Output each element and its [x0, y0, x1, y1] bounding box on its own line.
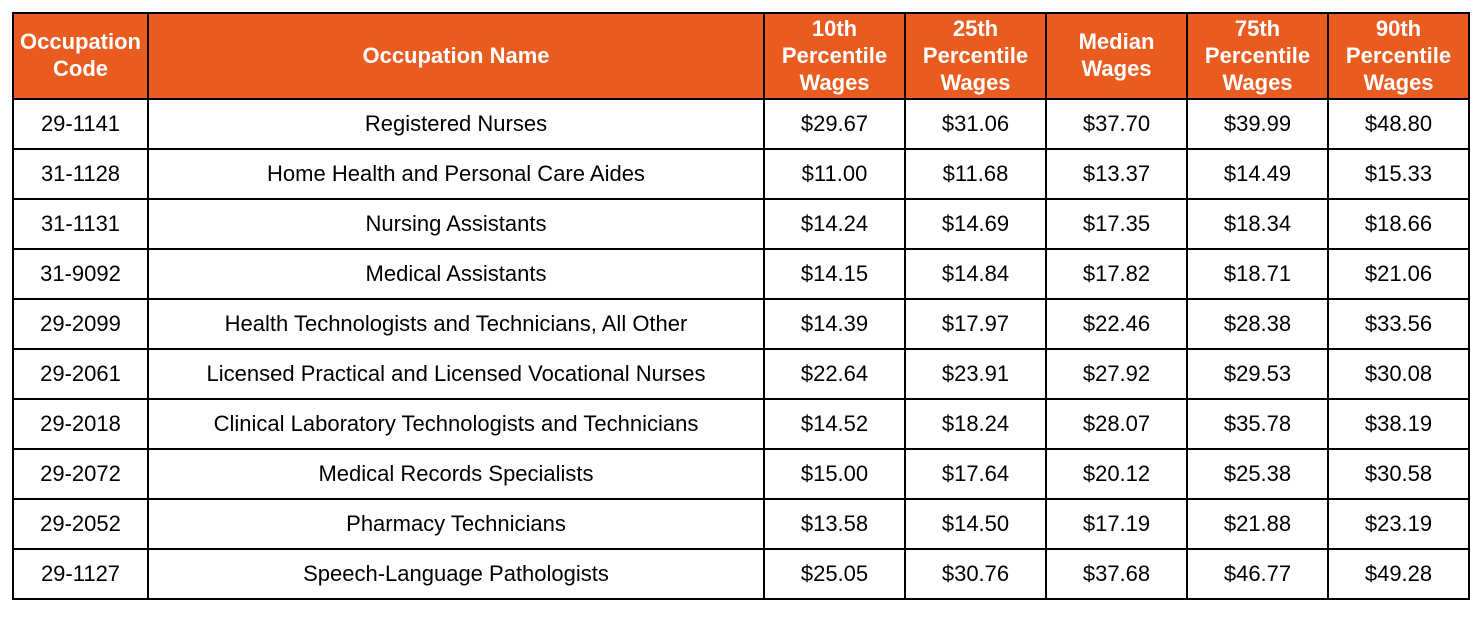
table-header: Occupation Code Occupation Name 10th Per… — [12, 11, 1470, 101]
cell-name: Nursing Assistants — [147, 198, 765, 251]
table-row: 29-2072 Medical Records Specialists $15.00… — [12, 448, 1470, 501]
cell-name: Home Health and Personal Care Aides — [147, 148, 765, 201]
cell-name: Registered Nurses — [147, 98, 765, 151]
cell-median: $17.82 — [1045, 248, 1188, 301]
column-header-median-wages: Median Wages — [1045, 11, 1188, 101]
column-header-75th-percentile: 75th Percentile Wages — [1186, 11, 1329, 101]
cell-median: $28.07 — [1045, 398, 1188, 451]
cell-p10: $14.39 — [763, 298, 906, 351]
cell-p90: $30.08 — [1327, 348, 1470, 401]
cell-code: 31-9092 — [12, 248, 149, 301]
table-row: 31-9092 Medical Assistants $14.15 $14.84 $17… — [12, 248, 1470, 301]
cell-code: 31-1131 — [12, 198, 149, 251]
column-header-occupation-code: Occupation Code — [12, 11, 149, 101]
cell-p90: $33.56 — [1327, 298, 1470, 351]
table-row: 29-2099 Health Technologists and Technici… — [12, 298, 1470, 351]
cell-median: $22.46 — [1045, 298, 1188, 351]
cell-p25: $31.06 — [904, 98, 1047, 151]
cell-p90: $48.80 — [1327, 98, 1470, 151]
cell-p25: $14.69 — [904, 198, 1047, 251]
cell-p75: $46.77 — [1186, 548, 1329, 601]
cell-median: $37.70 — [1045, 98, 1188, 151]
cell-code: 29-2072 — [12, 448, 149, 501]
cell-p90: $30.58 — [1327, 448, 1470, 501]
cell-code: 29-2061 — [12, 348, 149, 401]
cell-p10: $15.00 — [763, 448, 906, 501]
cell-p90: $18.66 — [1327, 198, 1470, 251]
cell-median: $27.92 — [1045, 348, 1188, 401]
cell-p25: $11.68 — [904, 148, 1047, 201]
table-body: 29-1141 Registered Nurses $29.67 $31.06 $37.… — [12, 98, 1470, 601]
column-header-10th-percentile: 10th Percentile Wages — [763, 11, 906, 101]
cell-p90: $21.06 — [1327, 248, 1470, 301]
table-row: 29-2018 Clinical Laboratory Technologists… — [12, 398, 1470, 451]
occupation-wages-table: Occupation Code Occupation Name 10th Per… — [12, 11, 1470, 601]
cell-name: Speech-Language Pathologists — [147, 548, 765, 601]
cell-p90: $49.28 — [1327, 548, 1470, 601]
cell-p25: $14.50 — [904, 498, 1047, 551]
cell-name: Medical Assistants — [147, 248, 765, 301]
column-header-90th-percentile: 90th Percentile Wages — [1327, 11, 1470, 101]
cell-p10: $11.00 — [763, 148, 906, 201]
cell-median: $37.68 — [1045, 548, 1188, 601]
cell-code: 31-1128 — [12, 148, 149, 201]
table-row: 31-1128 Home Health and Personal Care Aid… — [12, 148, 1470, 201]
table-row: 29-2061 Licensed Practical and Licensed V… — [12, 348, 1470, 401]
cell-p10: $14.24 — [763, 198, 906, 251]
header-row: Occupation Code Occupation Name 10th Per… — [12, 11, 1470, 101]
cell-p10: $13.58 — [763, 498, 906, 551]
cell-median: $13.37 — [1045, 148, 1188, 201]
table-row: 31-1131 Nursing Assistants $14.24 $14.69 $17… — [12, 198, 1470, 251]
cell-code: 29-2099 — [12, 298, 149, 351]
cell-p10: $25.05 — [763, 548, 906, 601]
cell-median: $20.12 — [1045, 448, 1188, 501]
cell-p25: $17.64 — [904, 448, 1047, 501]
cell-name: Medical Records Specialists — [147, 448, 765, 501]
cell-p75: $18.34 — [1186, 198, 1329, 251]
cell-code: 29-2018 — [12, 398, 149, 451]
cell-p75: $28.38 — [1186, 298, 1329, 351]
cell-p25: $14.84 — [904, 248, 1047, 301]
cell-p75: $18.71 — [1186, 248, 1329, 301]
cell-p75: $29.53 — [1186, 348, 1329, 401]
cell-code: 29-1141 — [12, 98, 149, 151]
cell-p10: $29.67 — [763, 98, 906, 151]
cell-p25: $18.24 — [904, 398, 1047, 451]
column-header-25th-percentile: 25th Percentile Wages — [904, 11, 1047, 101]
cell-p90: $23.19 — [1327, 498, 1470, 551]
cell-p75: $21.88 — [1186, 498, 1329, 551]
cell-p10: $14.15 — [763, 248, 906, 301]
table-row: 29-1127 Speech-Language Pathologists $25.0… — [12, 548, 1470, 601]
table-row: 29-1141 Registered Nurses $29.67 $31.06 $37.… — [12, 98, 1470, 151]
cell-p75: $25.38 — [1186, 448, 1329, 501]
column-header-occupation-name: Occupation Name — [147, 11, 765, 101]
cell-p75: $35.78 — [1186, 398, 1329, 451]
table-row: 29-2052 Pharmacy Technicians $13.58 $14.50 $… — [12, 498, 1470, 551]
cell-name: Clinical Laboratory Technologists and Te… — [147, 398, 765, 451]
cell-p75: $39.99 — [1186, 98, 1329, 151]
cell-median: $17.19 — [1045, 498, 1188, 551]
cell-p25: $17.97 — [904, 298, 1047, 351]
cell-p10: $14.52 — [763, 398, 906, 451]
cell-p75: $14.49 — [1186, 148, 1329, 201]
cell-name: Pharmacy Technicians — [147, 498, 765, 551]
cell-p10: $22.64 — [763, 348, 906, 401]
cell-code: 29-1127 — [12, 548, 149, 601]
cell-median: $17.35 — [1045, 198, 1188, 251]
cell-code: 29-2052 — [12, 498, 149, 551]
cell-name: Health Technologists and Technicians, Al… — [147, 298, 765, 351]
cell-p90: $15.33 — [1327, 148, 1470, 201]
cell-name: Licensed Practical and Licensed Vocation… — [147, 348, 765, 401]
cell-p25: $23.91 — [904, 348, 1047, 401]
cell-p25: $30.76 — [904, 548, 1047, 601]
cell-p90: $38.19 — [1327, 398, 1470, 451]
